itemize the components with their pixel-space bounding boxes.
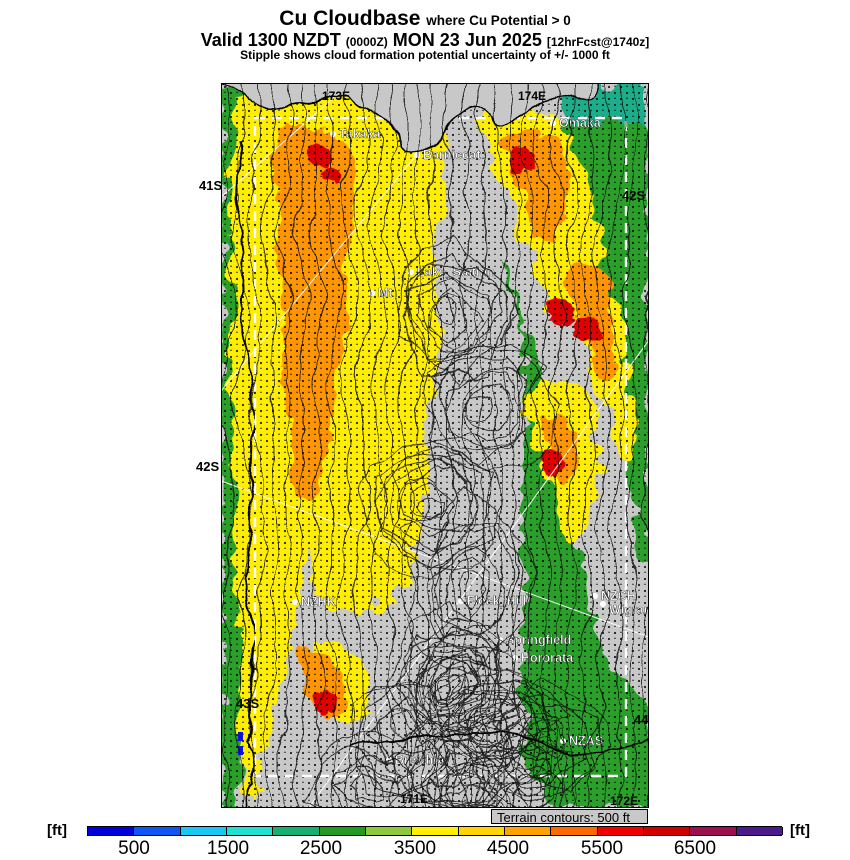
- svg-text:Mt: Mt: [378, 286, 393, 300]
- svg-text:Hororata: Hororata: [521, 651, 574, 665]
- svg-text:NZCH: NZCH: [601, 589, 636, 603]
- svg-text:Flock_Hill: Flock_Hill: [467, 594, 526, 608]
- svg-text:42S: 42S: [622, 188, 645, 203]
- svg-text:44S: 44S: [634, 712, 648, 727]
- svg-text:Springfield: Springfield: [506, 633, 571, 647]
- svg-text:173E: 173E: [322, 89, 350, 103]
- svg-text:NZHK: NZHK: [301, 595, 336, 609]
- svg-text:172E: 172E: [610, 794, 638, 807]
- svg-text:43S: 43S: [236, 696, 259, 711]
- svg-text:Takaka: Takaka: [339, 127, 382, 141]
- svg-text:Wigram: Wigram: [609, 603, 648, 617]
- svg-text:Omaka: Omaka: [559, 116, 602, 130]
